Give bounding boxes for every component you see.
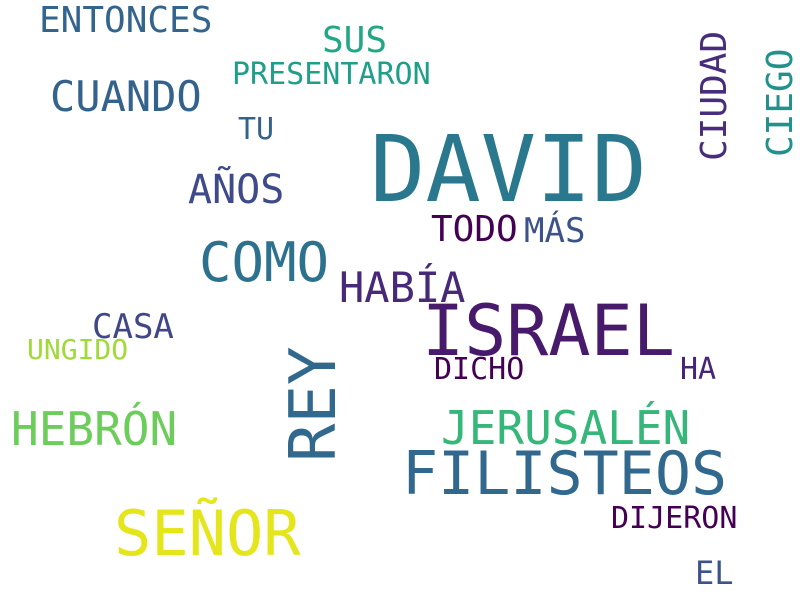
word-dijeron: DIJERON [611,501,738,536]
word-mas: MÁS [524,211,586,251]
word-israel: ISRAEL [422,290,675,372]
word-entonces: ENTONCES [39,0,213,41]
word-tu: TU [238,112,275,147]
word-jerusalen: JERUSALÉN [441,401,691,455]
word-todo: TODO [431,209,518,250]
word-casa: CASA [92,307,174,347]
word-el: EL [695,554,734,592]
word-ha: HA [680,352,717,387]
word-david: DAVID [370,116,647,223]
word-hebron: HEBRÓN [11,402,178,456]
word-habia: HABÍA [339,263,466,312]
word-anos: AÑOS [188,167,285,213]
word-como: COMO [199,231,330,294]
word-cuando: CUANDO [50,72,202,121]
word-rey: REY [277,346,351,462]
word-ciudad: CIUDAD [694,30,735,161]
word-ungido: UNGIDO [27,333,129,366]
word-senor: SEÑOR [114,497,301,570]
word-presentaron: PRESENTARON [232,57,431,92]
word-dicho: DICHO [434,352,525,387]
word-sus: SUS [322,20,388,61]
word-ciego: CIEGO [760,48,800,157]
word-filisteos: FILISTEOS [402,439,728,509]
